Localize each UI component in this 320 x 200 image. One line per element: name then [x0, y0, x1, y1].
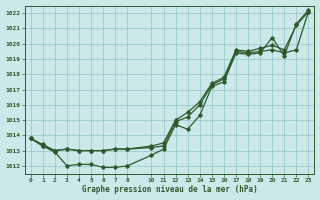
X-axis label: Graphe pression niveau de la mer (hPa): Graphe pression niveau de la mer (hPa)	[82, 185, 258, 194]
